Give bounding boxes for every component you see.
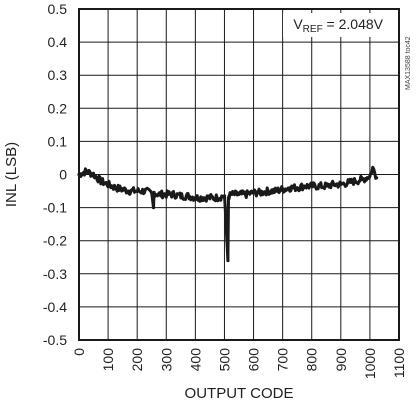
inl-data-point (310, 184, 314, 188)
inl-data-point (302, 184, 307, 188)
inl-data-point (251, 191, 256, 195)
inl-data-point (201, 196, 205, 200)
inl-data-point (288, 186, 292, 190)
inl-data-point (317, 184, 321, 188)
series-layer (77, 165, 379, 263)
inl-data-point (193, 196, 197, 200)
inl-data-point (361, 177, 365, 182)
inl-data-point (121, 187, 125, 191)
inl-data-point (91, 172, 96, 177)
y-tick-label: -0.1 (43, 200, 67, 216)
inl-data-point (259, 191, 263, 195)
y-tick-label: 0.3 (48, 67, 68, 83)
inl-data-point (295, 186, 299, 190)
inl-data-point (208, 196, 212, 200)
inl-data-point (230, 192, 234, 196)
inl-data-point (164, 192, 168, 196)
inl-data-point (135, 189, 139, 193)
inl-data-point (368, 174, 372, 178)
y-tick-label: -0.2 (43, 233, 67, 249)
x-tick-label: 300 (158, 348, 174, 372)
x-tick-label: 200 (129, 348, 145, 372)
inl-data-point (346, 181, 350, 185)
inl-data-point (222, 194, 227, 198)
inl-data-point (353, 179, 357, 183)
x-tick-label: 800 (304, 348, 320, 372)
inl-data-point (113, 186, 117, 190)
inl-data-point (244, 192, 248, 196)
y-tick-label: -0.4 (43, 299, 67, 315)
inl-data-point (331, 182, 336, 187)
inl-data-point (371, 166, 375, 170)
x-tick-label: 100 (100, 348, 116, 372)
inl-data-point (157, 192, 161, 196)
inl-data-point (237, 192, 241, 196)
x-tick-label: 400 (187, 348, 203, 372)
y-tick-label: -0.5 (43, 332, 67, 348)
inl-data-point (142, 189, 147, 193)
x-tick-label: 700 (275, 348, 291, 372)
vref-annotation-suffix: = 2.048V (323, 16, 384, 32)
inl-data-point (99, 179, 103, 183)
x-tick-label: 1100 (391, 348, 407, 378)
inl-data-point (324, 184, 328, 188)
y-tick-labels: 0.5 0.4 0.3 0.2 0.1 0 -0.1 -0.2 -0.3 -0.4 -0.5 (43, 1, 67, 348)
inl-data-point (151, 206, 156, 210)
x-tick-label: 600 (246, 348, 262, 372)
inl-data-point (179, 194, 183, 198)
inl-data-point (84, 169, 88, 173)
figure-id: MAX13588 toc42 (405, 36, 412, 90)
vref-annotation: VREF = 2.048V (293, 16, 383, 35)
inl-data-point (171, 192, 176, 196)
y-tick-label: 0.4 (48, 34, 68, 50)
y-tick-label: 0.5 (48, 1, 68, 17)
y-tick-label: 0.2 (48, 100, 68, 116)
y-tick-label: -0.3 (43, 266, 67, 282)
x-tick-labels: 0 100 200 300 400 500 600 700 800 900 1000 1100 (71, 348, 407, 379)
inl-data-point (128, 189, 132, 193)
inl-series-line (77, 165, 378, 263)
y-tick-label: 0.1 (48, 133, 68, 149)
x-tick-label: 1000 (362, 348, 378, 379)
inl-data-point (215, 196, 219, 200)
plot-frame (78, 8, 400, 341)
y-tick-label: 0 (59, 167, 67, 183)
inl-data-point (339, 182, 343, 187)
inl-data-point (150, 191, 154, 195)
grid (79, 9, 399, 340)
x-tick-label: 900 (333, 348, 349, 372)
inl-data-point (266, 189, 270, 193)
annotation-background (283, 13, 391, 37)
inl-data-point (281, 187, 285, 191)
inl-data-point (152, 191, 156, 195)
inl-data-point (226, 258, 230, 263)
inl-data-point (273, 189, 277, 193)
inl-data-point (106, 182, 110, 187)
inl-data-point (186, 194, 190, 198)
inl-data-point (227, 194, 231, 198)
vref-annotation-prefix: V (293, 16, 303, 32)
inl-data-point (375, 176, 379, 180)
y-axis-label: INL (LSB) (3, 142, 20, 207)
x-tick-label: 500 (216, 348, 232, 372)
x-tick-label: 0 (71, 348, 87, 356)
vref-annotation-subscript: REF (303, 24, 323, 35)
x-axis-label: OUTPUT CODE (185, 385, 294, 402)
